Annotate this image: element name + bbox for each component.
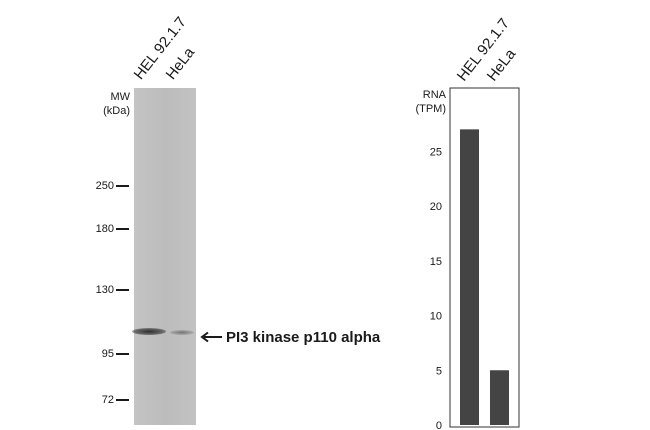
blot-band-hela — [170, 330, 194, 335]
mw-marker-130: 130 — [60, 283, 132, 297]
rna-y-tick-label: 20 — [430, 201, 442, 213]
rna-bar-hel — [460, 129, 479, 425]
mw-marker-250: 250 — [60, 179, 132, 193]
rna-bar-hela — [490, 370, 509, 425]
target-protein-annotation: PI3 kinase p110 alpha — [200, 328, 380, 346]
rna-y-tick-label: 5 — [436, 365, 442, 377]
mw-axis-title: MW (kDa) — [86, 90, 130, 118]
mw-marker-label: 250 — [95, 180, 114, 192]
mw-marker-tick — [116, 289, 129, 291]
mw-marker-95: 95 — [60, 347, 132, 361]
mw-marker-72: 72 — [60, 393, 132, 407]
mw-marker-tick — [116, 353, 129, 355]
mw-marker-tick — [116, 399, 129, 401]
rna-y-tick-label: 10 — [430, 311, 442, 323]
mw-marker-label: 130 — [95, 284, 114, 296]
rna-y-tick-label: 25 — [430, 146, 442, 158]
left-arrow-icon — [200, 331, 222, 343]
mw-marker-label: 95 — [101, 348, 114, 360]
blot-band-hel — [132, 328, 166, 335]
mw-title-line-2: (kDa) — [103, 105, 130, 117]
rna-axis-title: RNA (TPM) — [400, 88, 446, 116]
western-blot-membrane — [132, 88, 196, 425]
target-protein-label: PI3 kinase p110 alpha — [226, 328, 381, 346]
mw-marker-label: 180 — [95, 223, 114, 235]
rna-y-tick-label: 15 — [430, 256, 442, 268]
rna-title-line-1: RNA — [422, 89, 446, 101]
mw-marker-tick — [116, 185, 129, 187]
rna-y-tick-label: 0 — [436, 420, 442, 430]
mw-marker-180: 180 — [60, 222, 132, 236]
mw-marker-tick — [116, 228, 129, 230]
mw-marker-label: 72 — [101, 394, 114, 406]
mw-title-line-1: MW — [110, 91, 130, 103]
rna-plot-frame — [449, 87, 520, 428]
rna-title-line-2: (TPM) — [415, 103, 446, 115]
